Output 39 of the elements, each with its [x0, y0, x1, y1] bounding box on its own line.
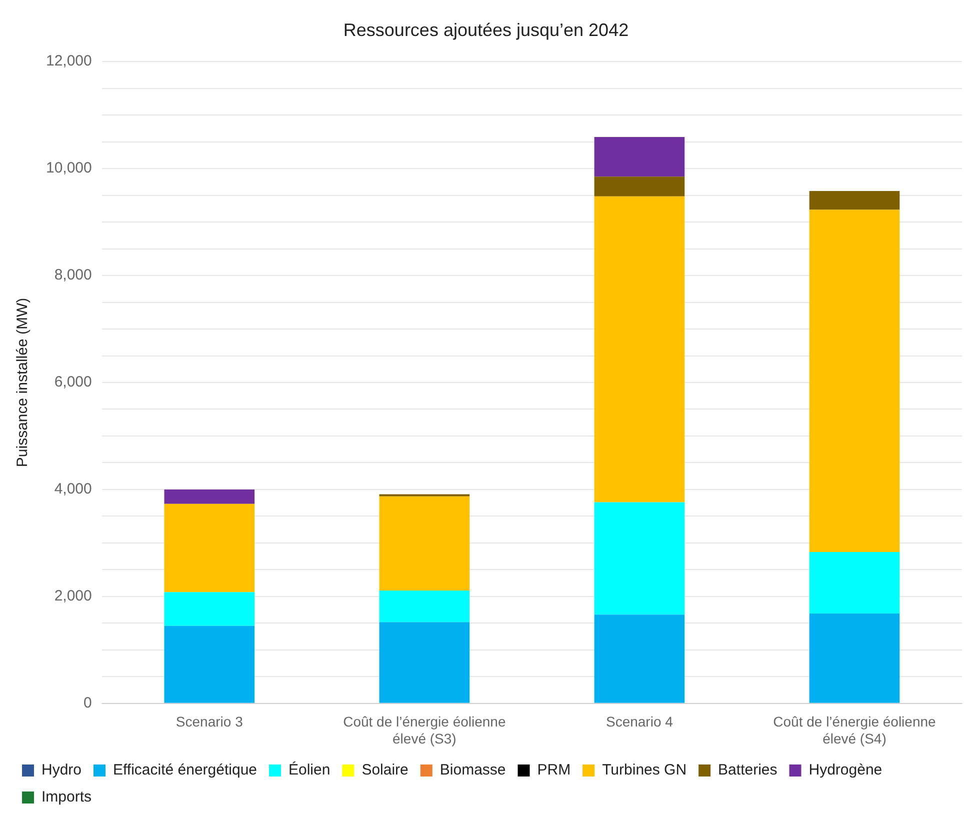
legend-label: Batteries — [718, 762, 778, 779]
bar — [164, 626, 255, 703]
y-tick-label: 2,000 — [54, 588, 92, 605]
bar — [594, 176, 685, 196]
legend-label: Solaire — [362, 762, 408, 779]
bar — [594, 614, 685, 703]
bar — [594, 196, 685, 502]
x-tick-label: Scenario 4 — [606, 714, 674, 730]
legend-label: Hydrogène — [808, 762, 882, 779]
legend-label: PRM — [537, 762, 571, 779]
y-tick-label: 0 — [84, 694, 92, 712]
chart-title: Ressources ajoutées jusqu’en 2042 — [343, 20, 629, 40]
bar — [164, 504, 255, 592]
y-tick-label: 10,000 — [46, 160, 92, 177]
bar — [594, 137, 685, 177]
y-tick-label: 6,000 — [54, 374, 92, 391]
bar — [379, 590, 470, 622]
bar — [809, 552, 900, 614]
legend-label: Hydro — [42, 762, 82, 779]
legend-label: Biomasse — [440, 762, 506, 779]
bar — [164, 592, 255, 626]
y-tick-label: 8,000 — [54, 266, 92, 284]
legend-label: Turbines GN — [602, 762, 687, 779]
x-tick-label: Coût de l’énergie éolienne élevé (S4) — [773, 714, 936, 746]
y-axis-title: Puissance installée (MW) — [14, 298, 32, 468]
legend-label: Éolien — [288, 760, 330, 779]
legend-label: Imports — [42, 788, 92, 806]
x-tick-label: Coût de l’énergie éolienne élevé (S3) — [343, 714, 506, 746]
x-tick-label: Scenario 3 — [176, 714, 244, 730]
bar — [809, 614, 900, 703]
legend-label: Efficacité énergétique — [113, 762, 258, 779]
bar — [164, 489, 255, 504]
y-tick-label: 4,000 — [54, 480, 92, 498]
bar — [379, 622, 470, 703]
y-tick-label: 12,000 — [46, 52, 92, 70]
bar — [594, 502, 685, 615]
bar — [809, 191, 900, 210]
bar — [809, 210, 900, 552]
bar — [379, 496, 470, 591]
